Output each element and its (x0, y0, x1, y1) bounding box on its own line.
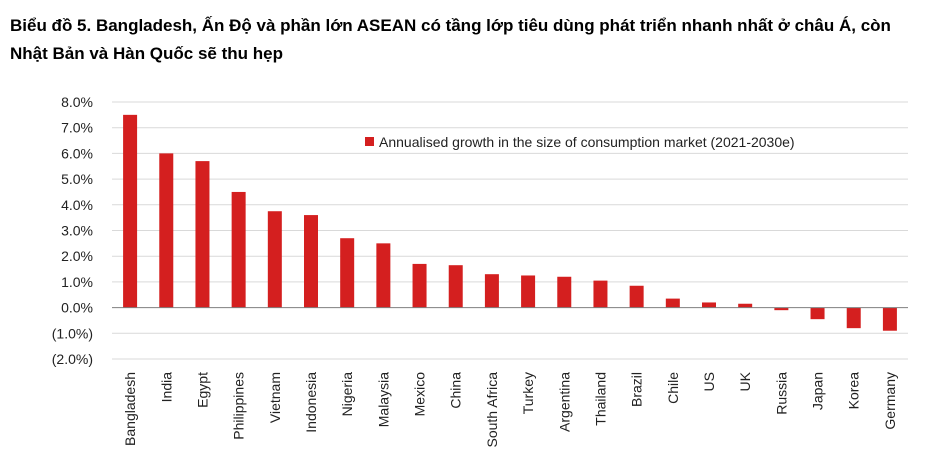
y-tick-label: 1.0% (61, 274, 93, 290)
bar-chile (665, 298, 680, 308)
x-category-label: Philippines (231, 372, 247, 440)
bar-philippines (231, 191, 246, 308)
x-category-label: Korea (846, 372, 862, 410)
y-tick-label: (2.0%) (52, 351, 93, 367)
x-category-label: China (448, 372, 464, 409)
legend: Annualised growth in the size of consump… (365, 134, 795, 150)
x-category-label: Vietnam (267, 372, 283, 423)
legend-swatch (365, 137, 374, 146)
x-category-label: Mexico (412, 372, 428, 417)
bar-malaysia (376, 243, 391, 308)
y-tick-label: 4.0% (61, 197, 93, 213)
bar-turkey (521, 275, 536, 308)
bar-south-africa (484, 274, 499, 308)
bar-indonesia (304, 215, 318, 308)
bar-russia (774, 307, 789, 311)
x-category-label: Brazil (629, 372, 645, 407)
x-category-label: Chile (665, 372, 681, 404)
x-category-label: Bangladesh (122, 372, 138, 446)
bar-vietnam (267, 211, 282, 308)
x-category-label: Egypt (194, 372, 210, 408)
bar-japan (810, 307, 825, 320)
bar-bangladesh (123, 114, 138, 308)
x-category-label: Japan (810, 372, 826, 410)
y-tick-label: 2.0% (61, 248, 93, 264)
y-tick-label: (1.0%) (52, 325, 93, 341)
legend-label: Annualised growth in the size of consump… (379, 134, 795, 150)
x-category-label: South Africa (484, 372, 500, 448)
x-category-label: UK (737, 371, 753, 391)
x-category-label: Nigeria (339, 372, 355, 417)
y-tick-label: 6.0% (61, 145, 93, 161)
y-axis-tick-labels: 8.0% 7.0% 6.0% 5.0% 4.0% 3.0% 2.0% 1.0% 0.0% (1.0… (52, 94, 93, 367)
x-category-label: Turkey (520, 372, 536, 414)
y-tick-label: 8.0% (61, 94, 93, 110)
bars (123, 114, 897, 331)
bar-brazil (629, 285, 644, 308)
x-category-label: Argentina (556, 372, 572, 432)
bar-uk (738, 303, 753, 308)
bar-argentina (557, 276, 572, 308)
x-category-label: Thailand (592, 372, 608, 426)
bar-mexico (412, 263, 427, 308)
x-category-label: Germany (882, 372, 898, 430)
bar-germany (882, 307, 897, 331)
bar-us (702, 302, 716, 308)
x-category-label: US (701, 372, 717, 391)
y-tick-label: 7.0% (61, 120, 93, 136)
x-category-label: Indonesia (303, 372, 319, 433)
bar-korea (846, 307, 861, 329)
bar-thailand (593, 280, 608, 308)
bar-nigeria (340, 238, 355, 308)
x-axis-category-labels: Bangladesh India Egypt Philippines Vietnam In… (122, 371, 898, 447)
y-tick-label: 5.0% (61, 171, 93, 187)
x-category-label: Russia (773, 372, 789, 415)
bar-egypt (195, 161, 210, 308)
x-category-label: India (158, 372, 174, 403)
y-tick-label: 3.0% (61, 223, 93, 239)
gridlines (112, 101, 908, 360)
bar-china (448, 265, 463, 308)
y-tick-label: 0.0% (61, 300, 93, 316)
bar-india (159, 153, 174, 308)
x-category-label: Malaysia (375, 372, 391, 427)
chart-title: Biểu đồ 5. Bangladesh, Ấn Độ và phần lớn… (10, 16, 891, 63)
